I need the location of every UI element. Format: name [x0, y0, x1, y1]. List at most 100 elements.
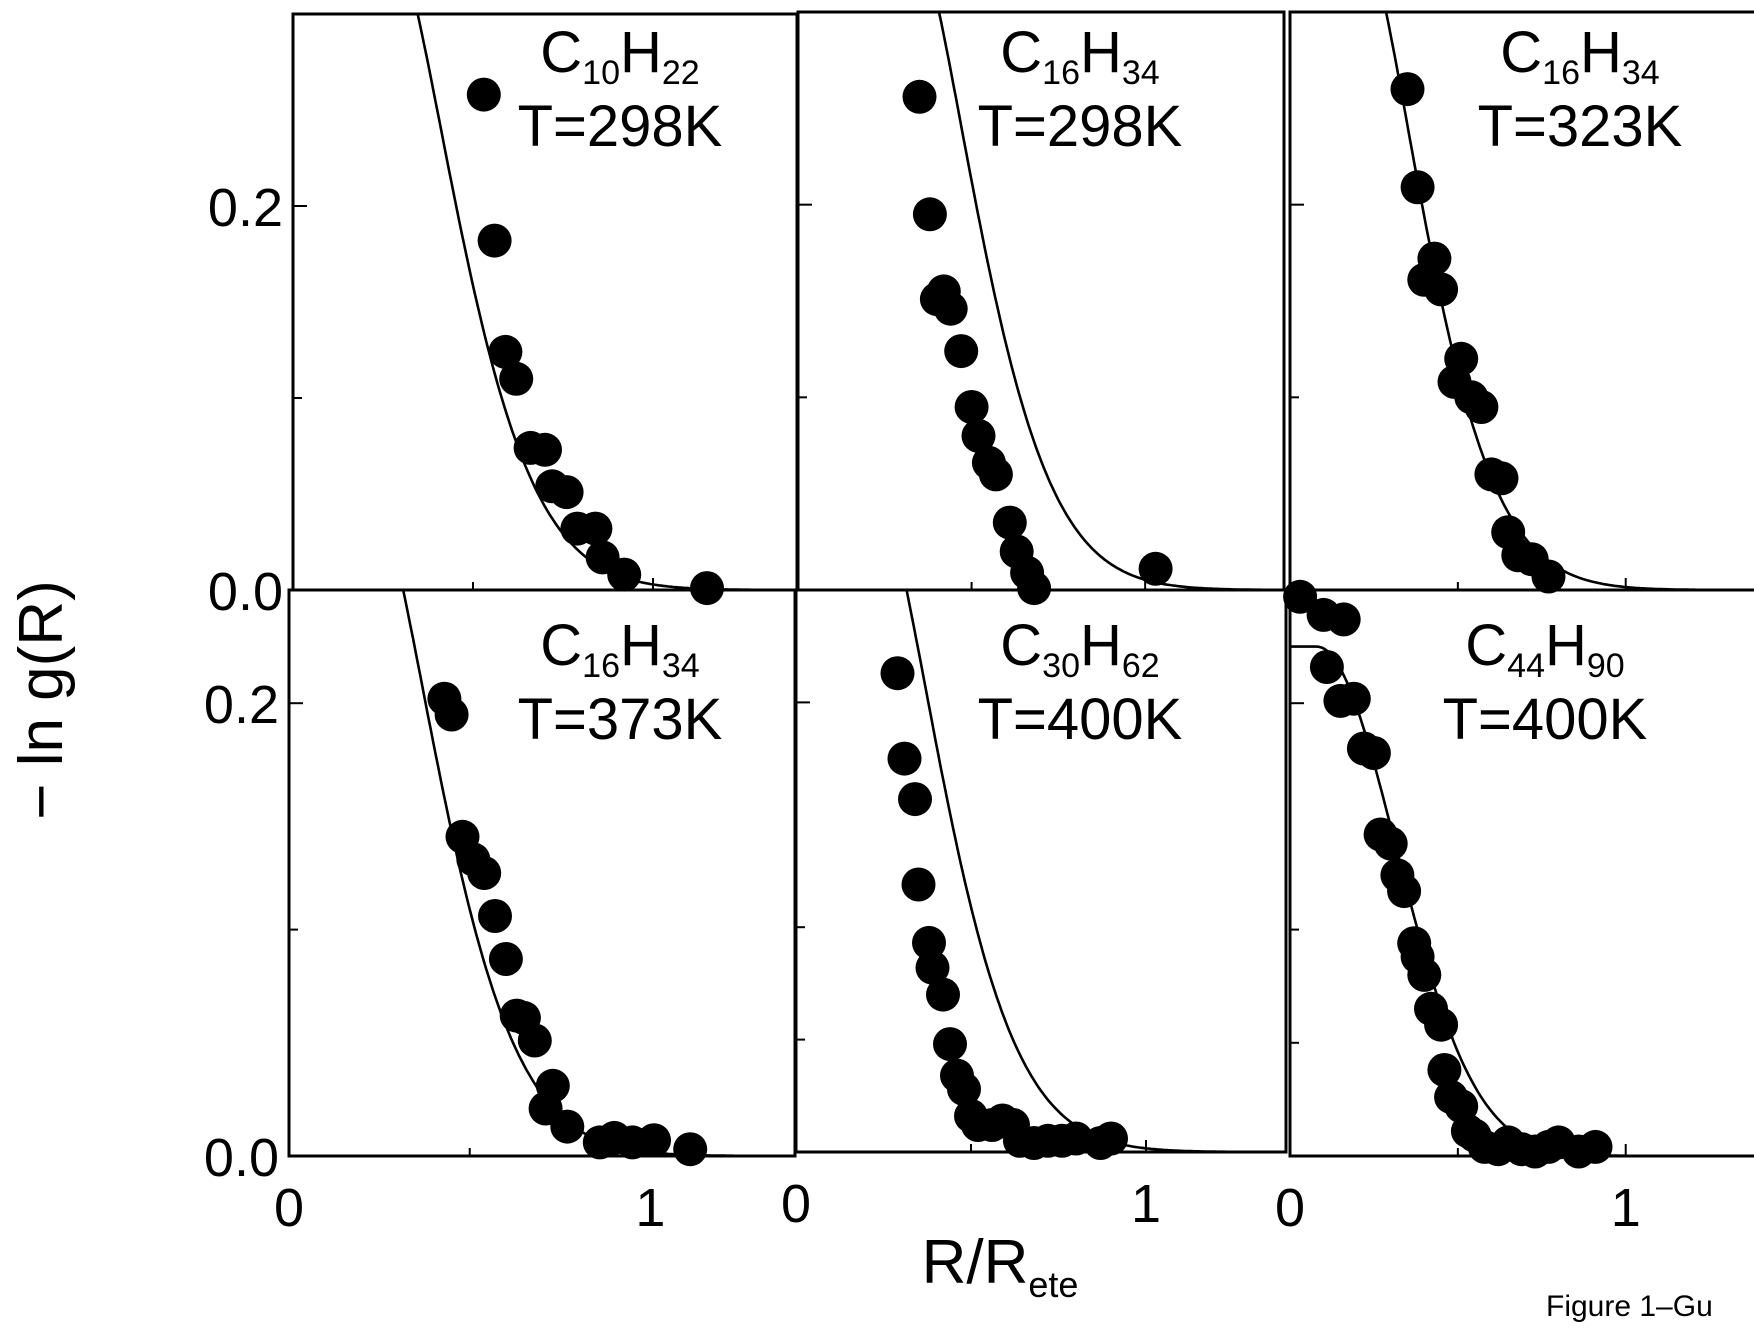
data-point: [926, 977, 960, 1012]
data-point: [898, 782, 932, 817]
data-point: [1094, 1121, 1128, 1156]
formula-element: C: [1000, 613, 1042, 678]
data-point: [690, 571, 724, 606]
data-point: [478, 899, 512, 933]
panel-formula: C30H62: [1000, 613, 1159, 685]
data-point: [992, 505, 1027, 540]
data-point: [933, 291, 968, 326]
formula-element: H: [1080, 20, 1122, 85]
panel-formula: C16H34: [540, 613, 699, 685]
panel-formula: C16H34: [1500, 20, 1659, 92]
panel-temperature: T=400K: [1443, 687, 1648, 752]
formula-subscript: 90: [1587, 647, 1625, 685]
data-point: [1336, 681, 1371, 716]
data-point: [912, 197, 947, 232]
formula-subscript: 16: [582, 647, 620, 685]
model-curve: [937, 12, 1284, 590]
data-point: [1390, 72, 1425, 107]
data-point: [978, 457, 1013, 492]
data-point: [902, 79, 937, 114]
data-point: [915, 950, 950, 985]
data-point: [933, 1027, 967, 1062]
data-point: [637, 1123, 671, 1158]
formula-subscript: 30: [1042, 647, 1080, 685]
y-axis-label: − ln g(R): [7, 580, 76, 819]
data-point: [1400, 170, 1435, 205]
formula-subscript: 16: [1042, 54, 1080, 92]
data-point: [549, 475, 584, 510]
formula-element: H: [1080, 613, 1122, 678]
data-point: [528, 432, 562, 467]
data-point: [466, 77, 501, 112]
data-point: [578, 511, 613, 546]
formula-element: H: [620, 20, 662, 85]
formula-subscript: 44: [1507, 647, 1545, 685]
x-tick-label: 1: [635, 1178, 665, 1238]
formula-element: C: [540, 20, 582, 85]
data-point: [961, 418, 996, 453]
data-point: [901, 867, 936, 902]
data-point: [550, 1109, 585, 1144]
x-axis-label-main: R/R: [922, 1228, 1029, 1297]
y-tick-label: 0.0: [204, 1128, 279, 1188]
data-point: [1424, 272, 1459, 307]
data-point: [1424, 1007, 1459, 1042]
data-point: [1531, 559, 1566, 594]
formula-subscript: 34: [1622, 54, 1660, 92]
data-point: [467, 856, 502, 890]
model-curve: [1384, 12, 1754, 590]
data-point: [947, 1072, 981, 1107]
panel-temperature: T=323K: [1478, 94, 1683, 159]
data-point: [1427, 1053, 1462, 1087]
panel-formula: C10H22: [540, 20, 699, 92]
x-tick-label: 1: [1611, 1178, 1641, 1238]
formula-element: C: [1500, 20, 1542, 85]
formula-subscript: 10: [582, 54, 620, 92]
data-point: [1373, 826, 1408, 861]
data-point: [1326, 602, 1361, 637]
formula-element: C: [1000, 20, 1042, 85]
data-point: [1444, 341, 1479, 376]
data-point: [1417, 241, 1452, 276]
data-point: [912, 925, 946, 960]
data-point: [434, 697, 469, 732]
x-tick-label: 1: [1131, 1174, 1161, 1234]
data-point: [499, 361, 534, 396]
formula-subscript: 62: [1122, 647, 1160, 685]
figure-caption: Figure 1–Gu: [1546, 1290, 1713, 1323]
panel-temperature: T=298K: [518, 94, 723, 159]
data-point: [477, 223, 512, 258]
y-tick-label: 0.2: [204, 675, 279, 735]
data-point: [1138, 551, 1173, 586]
data-point: [607, 557, 642, 592]
formula-subscript: 22: [662, 54, 700, 92]
data-point: [1578, 1129, 1613, 1164]
data-point: [673, 1132, 708, 1167]
formula-subscript: 34: [662, 647, 700, 685]
formula-subscript: 34: [1122, 54, 1160, 92]
formula-element: C: [540, 613, 582, 678]
data-point: [488, 942, 523, 976]
x-tick-label: 0: [1275, 1178, 1305, 1238]
y-tick-label: 0.2: [208, 178, 283, 238]
data-point: [1017, 571, 1052, 606]
x-axis-label-subscript: ete: [1028, 1264, 1078, 1305]
panel-temperature: T=400K: [978, 687, 1183, 752]
data-point: [944, 334, 979, 369]
formula-element: H: [620, 613, 662, 678]
data-point: [1464, 390, 1499, 424]
data-point: [517, 1023, 552, 1058]
data-point: [1387, 874, 1422, 909]
formula-element: H: [1545, 613, 1587, 678]
x-tick-label: 0: [781, 1174, 811, 1234]
data-point: [954, 390, 989, 424]
data-point: [1283, 579, 1318, 614]
model-curve: [905, 590, 1286, 1152]
